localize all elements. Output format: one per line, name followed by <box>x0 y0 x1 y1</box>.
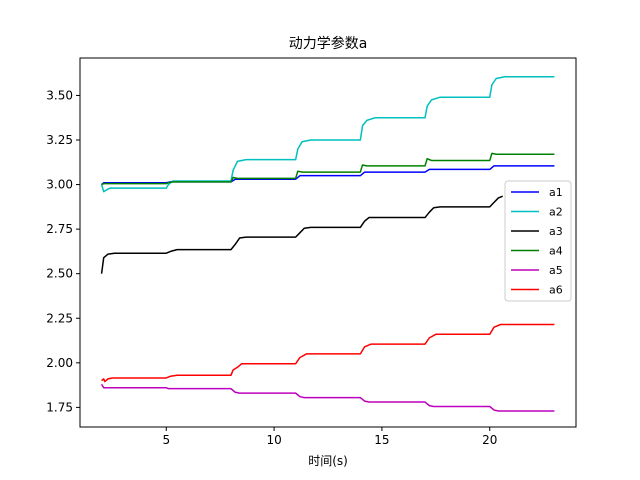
y-tick-label: 2.75 <box>46 222 73 236</box>
y-tick-label: 3.25 <box>46 133 73 147</box>
y-tick-label: 2.50 <box>46 267 73 281</box>
series-line-a3 <box>100 195 503 274</box>
y-tick-label: 2.00 <box>46 356 73 370</box>
x-tick-label: 15 <box>374 433 389 447</box>
legend-label-a4: a4 <box>549 245 563 258</box>
x-tick-label: 10 <box>266 433 281 447</box>
x-tick-label: 5 <box>162 433 170 447</box>
y-tick-label: 1.75 <box>46 400 73 414</box>
x-axis-label: 时间(s) <box>308 454 348 468</box>
legend-label-a1: a1 <box>549 186 563 199</box>
legend-label-a2: a2 <box>549 206 563 219</box>
series-line-a5 <box>100 383 555 412</box>
legend: a1 a2 a3 a4 a5 a6 <box>504 180 572 302</box>
y-tick-label: 3.50 <box>46 88 73 102</box>
plot-frame <box>79 57 577 428</box>
y-axis: 1.75 2.00 2.25 2.50 2.75 3.00 3.25 3.50 <box>46 88 80 414</box>
series-line-a4 <box>101 152 555 186</box>
x-axis: 5 10 15 20 <box>162 427 497 447</box>
y-tick-label: 3.00 <box>46 178 73 192</box>
legend-label-a6: a6 <box>549 284 563 297</box>
series-line-a6 <box>101 323 555 383</box>
legend-label-a5: a5 <box>549 264 563 277</box>
legend-label-a3: a3 <box>549 225 563 238</box>
x-tick-label: 20 <box>482 433 497 447</box>
chart-title: 动力学参数a <box>289 35 368 52</box>
series-line-a2 <box>100 75 555 193</box>
y-tick-label: 2.25 <box>46 311 73 325</box>
